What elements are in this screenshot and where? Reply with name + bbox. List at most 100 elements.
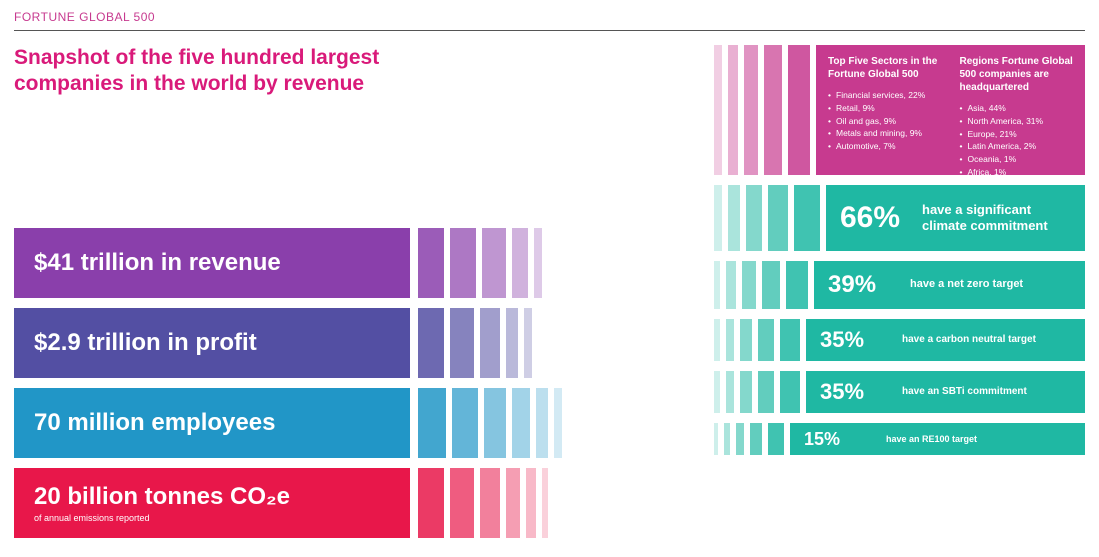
pct-box: 66%have a significant climate commitment xyxy=(826,185,1085,251)
info-list-item: North America, 31% xyxy=(960,115,1074,128)
stat-row: $41 trillion in revenue xyxy=(14,228,594,298)
chip xyxy=(418,228,444,298)
info-row: Top Five Sectors in the Fortune Global 5… xyxy=(714,45,1085,175)
chip xyxy=(736,423,744,455)
stat-text: $2.9 trillion in profit xyxy=(34,329,410,357)
pct-label: have a net zero target xyxy=(910,278,1023,291)
stat-chips xyxy=(418,468,554,538)
chip xyxy=(728,185,740,251)
pct-value: 15% xyxy=(804,429,886,450)
stat-text: 20 billion tonnes CO₂e xyxy=(34,483,410,511)
info-list-item: Retail, 9% xyxy=(828,102,942,115)
pct-value: 66% xyxy=(840,201,922,235)
chip xyxy=(534,228,542,298)
stat-main: $41 trillion in revenue xyxy=(14,228,410,298)
chip xyxy=(506,308,518,378)
pct-row: 35%have a carbon neutral target xyxy=(714,319,1085,361)
stat-chips xyxy=(418,308,538,378)
chip xyxy=(740,319,752,361)
right-column: Top Five Sectors in the Fortune Global 5… xyxy=(714,45,1085,548)
chip xyxy=(728,45,738,175)
chip xyxy=(554,388,562,458)
info-list-item: Automotive, 7% xyxy=(828,140,942,153)
info-list-item: Europe, 21% xyxy=(960,128,1074,141)
info-list-item: Latin America, 2% xyxy=(960,140,1074,153)
pct-value: 35% xyxy=(820,379,902,405)
subtitle: Snapshot of the five hundred largest com… xyxy=(14,45,394,98)
chip xyxy=(714,319,720,361)
pct-box: 35%have an SBTi commitment xyxy=(806,371,1085,413)
chip xyxy=(480,308,500,378)
pct-box: 35%have a carbon neutral target xyxy=(806,319,1085,361)
pct-row: 15%have an RE100 target xyxy=(714,423,1085,455)
chip xyxy=(418,388,446,458)
pct-row: 35%have an SBTi commitment xyxy=(714,371,1085,413)
chip xyxy=(726,319,734,361)
pct-value: 35% xyxy=(820,327,902,353)
chip xyxy=(450,228,476,298)
chip xyxy=(418,308,444,378)
stat-main: 70 million employees xyxy=(14,388,410,458)
stat-subtext: of annual emissions reported xyxy=(34,513,410,523)
chip xyxy=(506,468,520,538)
chip xyxy=(524,308,532,378)
chip xyxy=(714,185,722,251)
chip xyxy=(758,319,774,361)
chip xyxy=(714,371,720,413)
chip xyxy=(484,388,506,458)
chip xyxy=(542,468,548,538)
chip xyxy=(512,388,530,458)
chip xyxy=(764,45,782,175)
chip xyxy=(482,228,506,298)
left-column: Snapshot of the five hundred largest com… xyxy=(14,45,594,548)
info-heading: Top Five Sectors in the Fortune Global 5… xyxy=(828,55,942,81)
pct-label: have a significant climate commitment xyxy=(922,202,1071,233)
chip xyxy=(780,371,800,413)
pct-chips xyxy=(714,423,790,455)
chip xyxy=(768,423,784,455)
chip xyxy=(762,261,780,309)
stat-row: 20 billion tonnes CO₂e of annual emission… xyxy=(14,468,594,538)
stat-chips xyxy=(418,388,568,458)
chip xyxy=(450,308,474,378)
stat-row: 70 million employees xyxy=(14,388,594,458)
pct-chips xyxy=(714,261,814,309)
chip xyxy=(418,468,444,538)
info-heading: Regions Fortune Global 500 companies are… xyxy=(960,55,1074,94)
pct-label: have an RE100 target xyxy=(886,434,977,445)
info-list-item: Metals and mining, 9% xyxy=(828,127,942,140)
stat-chips xyxy=(418,228,548,298)
chip xyxy=(714,45,722,175)
pct-chips xyxy=(714,185,826,251)
chip xyxy=(726,261,736,309)
info-list: Financial services, 22%Retail, 9%Oil and… xyxy=(828,89,942,153)
info-list-item: Oceania, 1% xyxy=(960,153,1074,166)
info-section: Regions Fortune Global 500 companies are… xyxy=(960,55,1074,165)
header-divider xyxy=(14,30,1085,31)
chip xyxy=(714,261,720,309)
info-list: Asia, 44%North America, 31%Europe, 21%La… xyxy=(960,102,1074,179)
chip xyxy=(768,185,788,251)
info-section: Top Five Sectors in the Fortune Global 5… xyxy=(828,55,942,165)
pct-box: 15%have an RE100 target xyxy=(790,423,1085,455)
chip xyxy=(744,45,758,175)
chip xyxy=(480,468,500,538)
chip xyxy=(750,423,762,455)
pct-chips xyxy=(714,319,806,361)
chip xyxy=(758,371,774,413)
pct-chips xyxy=(714,371,806,413)
chip xyxy=(786,261,808,309)
chip xyxy=(714,423,718,455)
stat-main: $2.9 trillion in profit xyxy=(14,308,410,378)
pct-label: have a carbon neutral target xyxy=(902,334,1036,346)
chip xyxy=(740,371,752,413)
chip xyxy=(526,468,536,538)
chip xyxy=(450,468,474,538)
chip xyxy=(512,228,528,298)
chip xyxy=(726,371,734,413)
info-list-item: Asia, 44% xyxy=(960,102,1074,115)
info-list-item: Africa, 1% xyxy=(960,166,1074,179)
stat-text: 70 million employees xyxy=(34,409,410,437)
stat-main: 20 billion tonnes CO₂e of annual emission… xyxy=(14,468,410,538)
pct-box: 39%have a net zero target xyxy=(814,261,1085,309)
